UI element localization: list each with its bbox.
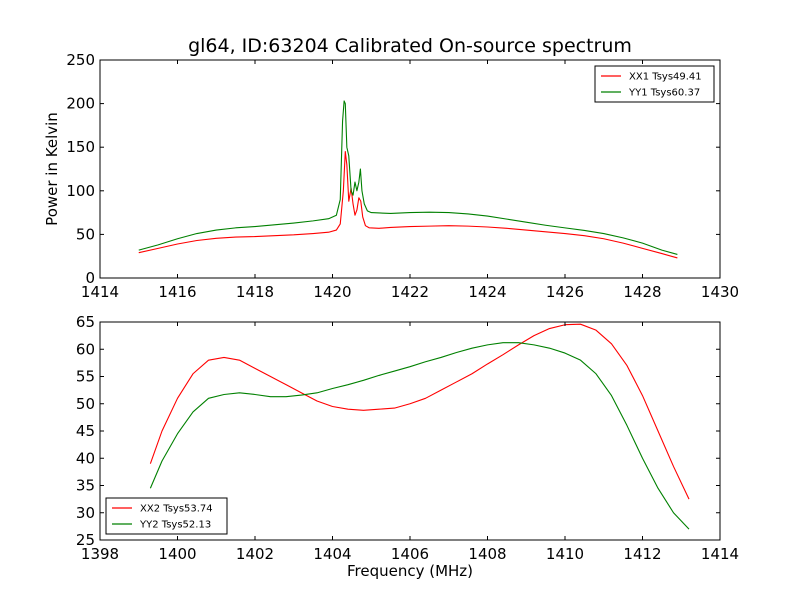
y-tick-label: 25	[76, 531, 95, 549]
legend-label: YY2 Tsys52.13	[139, 520, 211, 531]
series-line-2	[149, 342, 690, 530]
bottom-x-axis-label: Frequency (MHz)	[347, 562, 473, 580]
y-tick-label: 35	[76, 477, 95, 495]
x-tick-label: 1422	[391, 283, 429, 301]
y-tick-label: 50	[76, 395, 95, 413]
y-tick-label: 0	[85, 269, 95, 287]
x-tick-label: 1408	[468, 545, 506, 563]
y-tick-label: 55	[76, 368, 95, 386]
x-tick-label: 1414	[81, 283, 119, 301]
x-tick-label: 1430	[701, 283, 739, 301]
x-tick-label: 1424	[468, 283, 506, 301]
x-tick-label: 1412	[623, 545, 661, 563]
chart-title: gl64, ID:63204 Calibrated On-source spec…	[188, 35, 632, 57]
legend-label: XX1 Tsys49.41	[629, 72, 702, 83]
legend: XX2 Tsys53.74 YY2 Tsys52.13	[105, 497, 228, 535]
x-tick-label: 1416	[158, 283, 196, 301]
series-line-2	[138, 100, 678, 255]
y-tick-label: 40	[76, 449, 95, 467]
series-line-1	[138, 151, 678, 259]
x-tick-label: 1406	[391, 545, 429, 563]
y-tick-label: 250	[66, 51, 95, 69]
x-tick-label: 1418	[236, 283, 274, 301]
series-line-1	[149, 323, 690, 500]
x-tick-label: 1428	[623, 283, 661, 301]
y-tick-label: 30	[76, 504, 95, 522]
x-tick-label: 1398	[81, 545, 119, 563]
x-tick-label: 1420	[313, 283, 351, 301]
y-tick-label: 150	[66, 138, 95, 156]
x-tick-label: 1410	[546, 545, 584, 563]
top-y-axis-label: Power in Kelvin	[43, 112, 61, 226]
legend-box	[594, 65, 715, 103]
y-tick-label: 60	[76, 340, 95, 358]
y-tick-label: 50	[76, 225, 95, 243]
x-tick-label: 1414	[701, 545, 739, 563]
legend-label: YY1 Tsys60.37	[628, 88, 700, 99]
legend-label: XX2 Tsys53.74	[140, 504, 213, 515]
x-tick-label: 1404	[313, 545, 351, 563]
y-tick-label: 65	[76, 313, 95, 331]
top-plot: 1414 1416 1418 1420 1422 1424 1426 1428 1430 0 50 1…	[66, 51, 739, 301]
y-tick-label: 200	[66, 95, 95, 113]
x-tick-label: 1426	[546, 283, 584, 301]
legend-box	[105, 497, 228, 535]
legend: XX1 Tsys49.41 YY1 Tsys60.37	[594, 65, 715, 103]
y-tick-label: 100	[66, 182, 95, 200]
bottom-plot: 1398 1400 1402 1404 1406 1408 1410 1412 1414 25 30…	[76, 313, 739, 563]
x-tick-label: 1400	[158, 545, 196, 563]
y-tick-label: 45	[76, 422, 95, 440]
x-tick-label: 1402	[236, 545, 274, 563]
